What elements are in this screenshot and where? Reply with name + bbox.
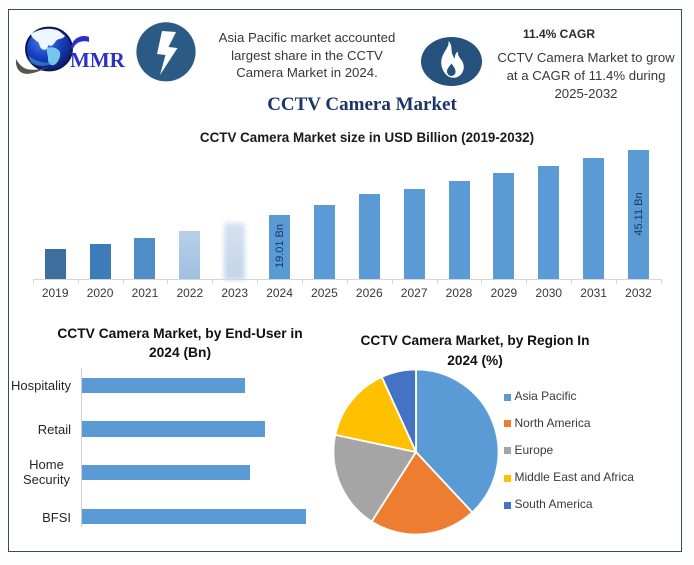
svg-text:MMR: MMR: [70, 48, 126, 72]
